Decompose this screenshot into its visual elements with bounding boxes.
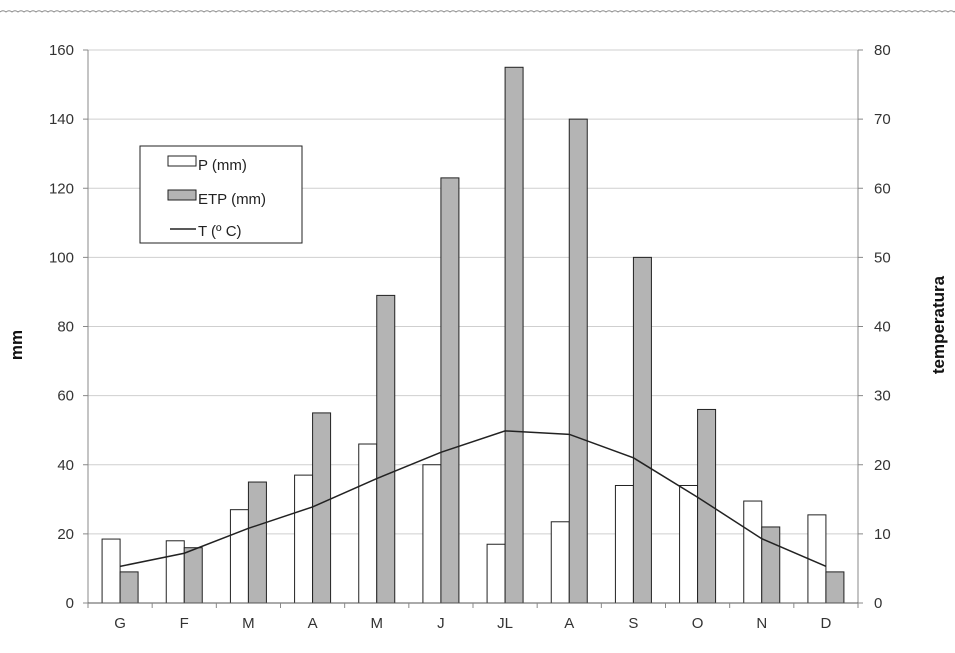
- left-tick-label: 20: [57, 526, 74, 543]
- x-tick-label: D: [820, 615, 831, 632]
- bar-etp: [247, 481, 267, 604]
- bar-p: [358, 443, 378, 604]
- bar-p: [807, 514, 827, 604]
- bar-etp: [119, 571, 139, 604]
- temperature-line-group: [119, 430, 827, 568]
- right-tick-label: 50: [874, 249, 891, 266]
- legend-label-etp: ETP (mm): [198, 191, 266, 208]
- left-tick-label: 140: [49, 111, 74, 128]
- bar-etp: [440, 177, 460, 604]
- right-tick-label: 60: [874, 180, 891, 197]
- left-tick-label: 160: [49, 42, 74, 59]
- x-tick-label: S: [628, 615, 638, 632]
- x-tick-label: N: [756, 615, 767, 632]
- bar-etp: [825, 571, 845, 604]
- bar-etp: [761, 526, 781, 604]
- top-wavy-border: [0, 10, 955, 13]
- legend: P (mm) ETP (mm) T (º C): [139, 145, 303, 244]
- right-axis-ticks: 0 10 20 30 40 50 60 70 80: [858, 42, 891, 612]
- legend-label-t: T (º C): [198, 223, 242, 240]
- right-tick-label: 30: [874, 388, 891, 405]
- bar-p: [614, 484, 634, 604]
- left-axis-ticks: 0 20 40 60 80 100 120 140 160: [49, 42, 88, 612]
- right-tick-label: 40: [874, 319, 891, 336]
- right-tick-label: 80: [874, 42, 891, 59]
- bar-etp: [568, 118, 588, 604]
- right-axis-title: temperatura: [929, 275, 948, 374]
- right-tick-label: 70: [874, 111, 891, 128]
- left-tick-label: 80: [57, 319, 74, 336]
- right-tick-label: 0: [874, 595, 882, 612]
- bar-etp: [697, 408, 717, 604]
- bar-p: [165, 540, 185, 604]
- temperature-line: [119, 430, 827, 568]
- legend-label-p: P (mm): [198, 157, 247, 174]
- right-tick-label: 20: [874, 457, 891, 474]
- x-tick-label: M: [371, 615, 384, 632]
- legend-swatch-etp: [167, 189, 197, 201]
- grid-lines: [88, 49, 858, 604]
- x-tick-label: F: [180, 615, 189, 632]
- left-tick-label: 60: [57, 388, 74, 405]
- right-tick-label: 10: [874, 526, 891, 543]
- x-tick-label: A: [308, 615, 318, 632]
- bar-p: [550, 521, 570, 604]
- bar-etp: [376, 294, 396, 604]
- bar-p: [229, 509, 249, 604]
- left-tick-label: 120: [49, 180, 74, 197]
- bar-p: [743, 500, 763, 604]
- left-axis-title: mm: [7, 330, 26, 360]
- legend-swatch-p: [167, 155, 197, 167]
- bar-p: [486, 543, 506, 604]
- bar-etp: [312, 412, 332, 604]
- left-tick-label: 40: [57, 457, 74, 474]
- left-tick-label: 100: [49, 249, 74, 266]
- x-tick-label: A: [564, 615, 574, 632]
- bar-p: [422, 464, 442, 604]
- x-tick-label: J: [437, 615, 445, 632]
- x-tick-label: G: [114, 615, 126, 632]
- bar-p: [679, 484, 699, 604]
- bars-group: [101, 66, 845, 604]
- legend-box: [139, 145, 303, 244]
- bar-etp: [504, 66, 524, 604]
- left-tick-label: 0: [66, 595, 74, 612]
- x-axis-ticks: G F M A M J JL A S O N D: [87, 603, 859, 632]
- bar-etp: [632, 256, 652, 604]
- x-tick-label: JL: [497, 615, 513, 632]
- bar-etp: [183, 547, 203, 604]
- bar-p: [294, 474, 314, 604]
- bar-p: [101, 538, 121, 604]
- x-tick-label: M: [242, 615, 255, 632]
- x-tick-label: O: [692, 615, 704, 632]
